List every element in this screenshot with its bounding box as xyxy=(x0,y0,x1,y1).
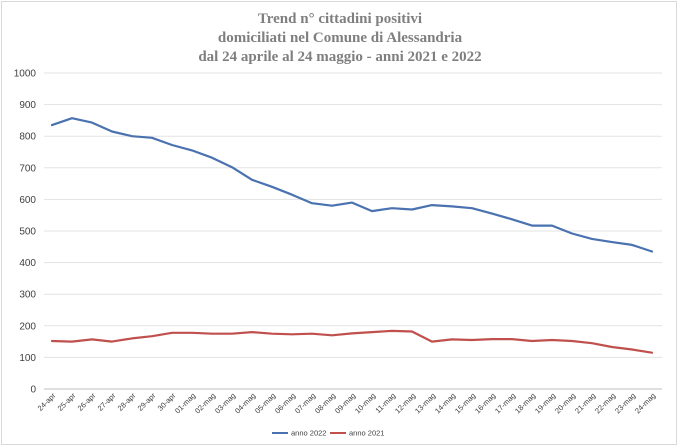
chart-title-line-3: dal 24 aprile al 24 maggio - anni 2021 e… xyxy=(198,49,482,65)
y-tick-label: 900 xyxy=(19,100,36,111)
x-tick-label: 23-mag xyxy=(613,391,637,415)
x-tick-label: 21-mag xyxy=(573,391,597,415)
x-tick-label: 04-mag xyxy=(233,391,257,415)
x-tick-label: 17-mag xyxy=(493,391,517,415)
x-tick-label: 29-apr xyxy=(136,391,158,413)
y-tick-label: 500 xyxy=(19,227,36,238)
x-tick-label: 20-mag xyxy=(553,391,577,415)
x-tick-label: 18-mag xyxy=(513,391,537,415)
x-tick-label: 07-mag xyxy=(293,391,317,415)
x-tick-label: 13-mag xyxy=(413,391,437,415)
x-tick-label: 24-mag xyxy=(633,391,657,415)
y-tick-label: 600 xyxy=(19,195,36,206)
x-tick-label: 27-apr xyxy=(96,391,118,413)
x-tick-label: 09-mag xyxy=(333,391,357,415)
x-tick-label: 14-mag xyxy=(433,391,457,415)
y-tick-label: 100 xyxy=(19,353,36,364)
series-line-1 xyxy=(50,117,654,253)
y-tick-label: 800 xyxy=(19,132,36,143)
x-tick-label: 08-mag xyxy=(313,391,337,415)
x-tick-label: 26-apr xyxy=(76,391,98,413)
y-tick-label: 0 xyxy=(30,385,36,396)
x-tick-label: 12-mag xyxy=(393,391,417,415)
x-tick-label: 22-mag xyxy=(593,391,617,415)
x-tick-label: 11-mag xyxy=(373,391,397,415)
series-line-2 xyxy=(50,329,654,354)
y-tick-label: 400 xyxy=(19,258,36,269)
x-tick-label: 06-mag xyxy=(273,391,297,415)
x-tick-label: 16-mag xyxy=(473,391,497,415)
y-tick-label: 200 xyxy=(19,321,36,332)
legend-label-2: anno 2021 xyxy=(349,429,384,438)
x-tick-label: 19-mag xyxy=(533,391,557,415)
chart-title-line-1: Trend n° cittadini positivi xyxy=(257,11,423,27)
chart-title: Trend n° cittadini positivi domiciliati … xyxy=(0,10,680,67)
y-tick-label: 1000 xyxy=(14,69,37,80)
x-tick-label: 25-apr xyxy=(56,391,78,413)
y-tick-label: 700 xyxy=(19,163,36,174)
y-tick-label: 300 xyxy=(19,290,36,301)
x-tick-label: 10-mag xyxy=(353,391,377,415)
x-tick-label: 02-mag xyxy=(193,391,217,415)
x-tick-label: 03-mag xyxy=(213,391,237,415)
x-tick-label: 01-mag xyxy=(173,391,197,415)
x-tick-label: 15-mag xyxy=(453,391,477,415)
x-tick-label: 24-apr xyxy=(36,391,58,413)
x-tick-label: 28-apr xyxy=(116,391,138,413)
chart-title-line-2: domiciliati nel Comune di Alessandria xyxy=(217,30,463,46)
legend-label-1: anno 2022 xyxy=(291,429,326,438)
x-tick-label: 05-mag xyxy=(253,391,277,415)
